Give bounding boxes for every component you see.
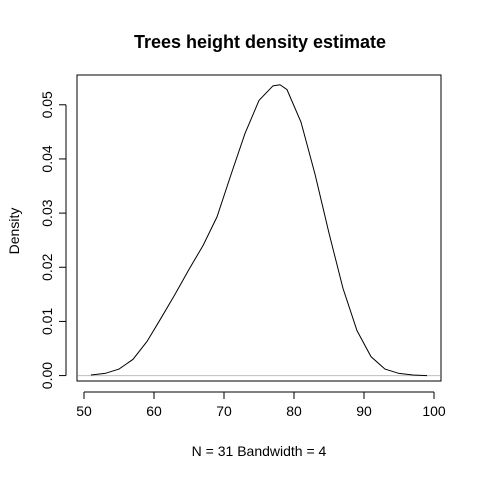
x-tick-label: 80 — [286, 403, 302, 419]
y-axis-label: Density — [6, 208, 22, 255]
x-axis: 50 60 70 80 90 100 — [76, 391, 446, 419]
plot-frame — [76, 74, 442, 382]
y-tick-label: 0.01 — [39, 308, 55, 335]
x-tick-label: 90 — [356, 403, 372, 419]
y-tick-label: 0.04 — [39, 145, 55, 172]
chart-title: Trees height density estimate — [134, 32, 386, 52]
y-tick-label: 0.05 — [39, 91, 55, 118]
y-tick-label: 0.03 — [39, 199, 55, 226]
x-tick-label: 70 — [216, 403, 232, 419]
x-tick-label: 60 — [146, 403, 162, 419]
y-axis: 0.00 0.01 0.02 0.03 0.04 0.05 — [39, 91, 67, 389]
y-tick-label: 0.02 — [39, 253, 55, 280]
x-tick-label: 100 — [422, 403, 446, 419]
y-tick-label: 0.00 — [39, 362, 55, 389]
density-curve — [90, 84, 428, 377]
x-tick-label: 50 — [76, 403, 92, 419]
x-axis-label: N = 31 Bandwidth = 4 — [192, 443, 327, 459]
